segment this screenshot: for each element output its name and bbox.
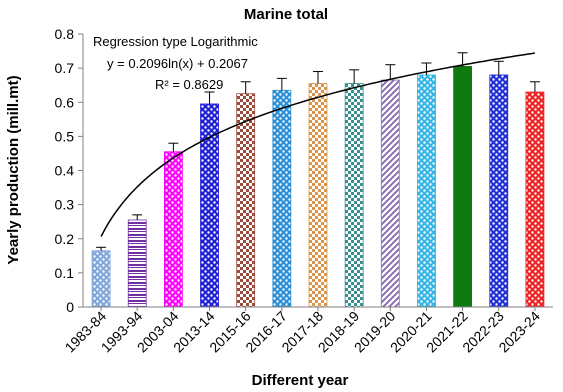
y-axis-title: Yearly production (mill.mt): [5, 75, 22, 264]
y-tick-label: 0.2: [55, 231, 75, 247]
bar-1993-94: [127, 219, 147, 308]
y-tick-label: 0.6: [55, 94, 75, 110]
r-squared-label: R² = 0.8629: [155, 77, 223, 92]
regression-type-label: Regression type Logarithmic: [93, 34, 258, 49]
bar-2023-24: [525, 91, 545, 308]
bar-2021-22: [453, 66, 473, 308]
bar-2019-20: [380, 79, 400, 308]
bar-2022-23: [489, 74, 509, 308]
bar-2003-04: [163, 151, 183, 308]
y-tick-label: 0.3: [55, 197, 75, 213]
bar-2020-21: [417, 74, 436, 308]
regression-equation: y = 0.2096ln(x) + 0.2067: [107, 56, 248, 71]
y-tick-label: 0.1: [55, 265, 75, 281]
y-tick-label: 0.4: [55, 163, 75, 179]
x-axis-title: Different year: [252, 372, 349, 389]
y-tick-label: 0.5: [55, 128, 75, 144]
logarithmic-trendline: [100, 52, 536, 237]
chart-title: Marine total: [244, 6, 328, 23]
y-tick-label: 0.7: [55, 60, 75, 76]
bar-1983-84: [91, 250, 111, 308]
bar-2016-17: [272, 89, 292, 308]
bar-2018-19: [344, 83, 364, 308]
bar-2015-16: [236, 93, 256, 308]
bar-2017-18: [308, 83, 328, 308]
y-tick-label: 0.8: [55, 26, 75, 42]
y-tick-label: 0: [66, 299, 74, 315]
